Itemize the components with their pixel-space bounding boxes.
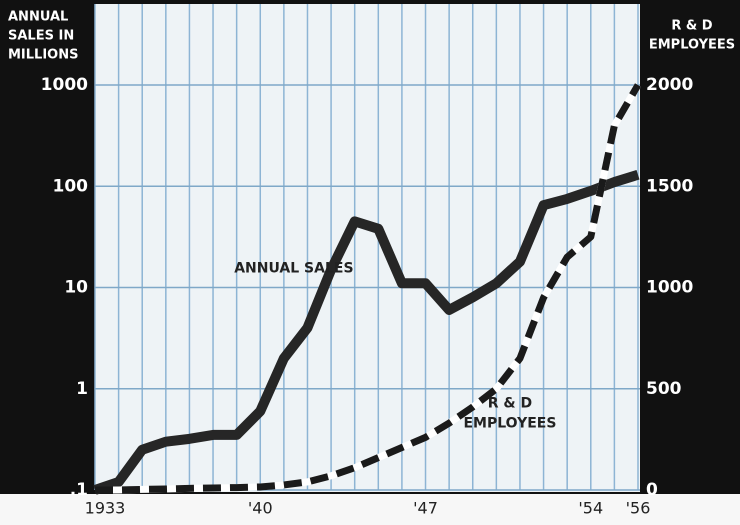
- series-line: [93, 169, 640, 495]
- y2-tick-label: 0: [646, 480, 658, 500]
- y-axis-title: SALES IN: [8, 29, 74, 44]
- x-tick-label: '56: [626, 499, 651, 518]
- y2-tick-label: 2000: [646, 75, 693, 95]
- x-axis-strip: [0, 494, 740, 525]
- y-axis-title: MILLIONS: [8, 48, 78, 63]
- y2-axis-title: EMPLOYEES: [649, 38, 735, 53]
- y-tick-label: 100: [53, 176, 89, 196]
- annotation: EMPLOYEES: [463, 415, 556, 431]
- x-tick-label: '47: [413, 499, 438, 518]
- annotation: R & D: [488, 395, 532, 411]
- y-tick-label: .1: [70, 480, 88, 500]
- y2-tick-label: 1500: [646, 176, 693, 196]
- x-tick-label: '54: [578, 499, 603, 518]
- y-tick-label: 1000: [41, 75, 88, 95]
- series-line: [95, 83, 642, 494]
- plot-area: [95, 4, 640, 492]
- x-tick-label: '40: [248, 499, 273, 518]
- y2-axis-title: R & D: [671, 19, 712, 34]
- x-tick-label: 1933: [85, 499, 126, 518]
- marks: [93, 83, 642, 495]
- y-tick-label: 10: [64, 278, 88, 298]
- y2-tick-label: 500: [646, 379, 682, 399]
- annotation: ANNUAL SALES: [234, 260, 353, 276]
- y-tick-label: 1: [76, 379, 88, 399]
- y-axis-title: ANNUAL: [8, 10, 68, 25]
- y2-tick-label: 1000: [646, 278, 693, 298]
- labels: .1 1 10 100 1000 0 500 1000 1500 2000 1933 '40 '47 '5…: [8, 10, 735, 518]
